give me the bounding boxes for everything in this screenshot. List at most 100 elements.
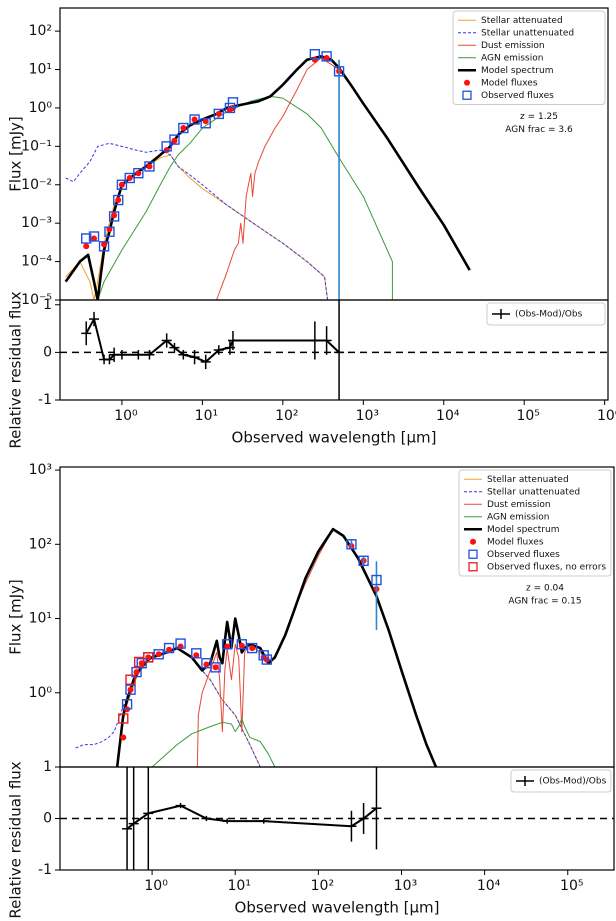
- legend-box: [452, 10, 606, 105]
- observed-point: [81, 233, 92, 244]
- model-point: [101, 241, 108, 248]
- observed-point: [133, 168, 144, 179]
- y-tick-label: 10⁻¹: [21, 138, 52, 154]
- observed-point: [224, 102, 236, 114]
- observed-point: [98, 241, 110, 252]
- observed-point: [191, 648, 202, 659]
- series-line: [93, 95, 393, 300]
- x-tick-label: 10¹: [195, 408, 218, 424]
- y-tick-label: 10²: [29, 536, 52, 552]
- legend-label: Model spectrum: [487, 525, 559, 535]
- x-axis-label: Observed wavelength [μm]: [235, 899, 440, 917]
- series-line: [64, 55, 471, 300]
- legend-label: Dust emission: [481, 41, 545, 51]
- axes-frame: [59, 299, 609, 401]
- y-tick-label: 10⁻³: [21, 215, 52, 231]
- y-tick-label: 10⁰: [29, 685, 53, 701]
- legend-swatch: [468, 549, 478, 559]
- observed-point: [118, 713, 129, 724]
- y-tick-label: 10⁻⁵: [21, 292, 52, 308]
- model-point: [127, 686, 134, 693]
- observed-point: [227, 97, 239, 108]
- axes-frame: [59, 766, 615, 871]
- observed-point: [175, 638, 186, 649]
- y-tick-label: -1: [38, 862, 52, 878]
- x-tick-label: 10⁴: [436, 408, 460, 424]
- x-tick-label: 10⁵: [560, 878, 583, 894]
- legend-label: Observed fluxes: [487, 550, 560, 560]
- x-tick-label: 10⁶: [597, 408, 616, 424]
- legend-label: Dust emission: [487, 500, 551, 510]
- legend-swatch: [462, 90, 472, 100]
- model-point: [111, 212, 118, 219]
- legend-label: Stellar unattenuated: [481, 28, 574, 38]
- residual-line: [126, 804, 378, 830]
- y-tick-label: 10⁻⁴: [21, 254, 52, 270]
- x-axis-label: Observed wavelength [μm]: [232, 429, 437, 447]
- plot-area: [64, 49, 471, 300]
- observed-point: [104, 226, 115, 237]
- legend-swatch: [464, 79, 470, 86]
- observed-point: [108, 211, 120, 222]
- legend-label: Model fluxes: [487, 537, 544, 547]
- series-line: [75, 647, 261, 767]
- x-tick-label: 10⁴: [477, 878, 501, 894]
- observed-point: [210, 662, 221, 673]
- model-point: [91, 235, 98, 242]
- observed-point: [113, 194, 124, 206]
- series-line: [151, 718, 276, 767]
- annotation: AGN frac = 0.15: [508, 597, 581, 607]
- observed-point: [169, 134, 180, 145]
- observed-point: [125, 684, 136, 695]
- observed-point: [371, 574, 382, 586]
- y-axis-label: Flux [mJy]: [7, 579, 25, 655]
- model-point: [203, 661, 210, 668]
- legend-label: Model spectrum: [481, 66, 553, 76]
- model-point: [120, 734, 127, 741]
- y-axis-label: Relative residual flux: [7, 761, 25, 918]
- observed-point: [116, 179, 128, 190]
- observed-point: [358, 555, 369, 566]
- model-point: [115, 197, 122, 204]
- observed-point: [236, 639, 248, 650]
- observed-point: [221, 639, 233, 650]
- y-tick-label: 10²: [29, 23, 52, 39]
- observed-point: [121, 699, 133, 710]
- plot-area: [75, 527, 438, 767]
- model-point: [133, 669, 140, 676]
- annotation: AGN frac = 3.6: [505, 125, 573, 135]
- y-tick-label: 1: [43, 297, 52, 313]
- y-tick-label: 10¹: [29, 62, 52, 78]
- observed-point: [321, 51, 332, 62]
- legend-label: Stellar attenuated: [487, 475, 569, 485]
- y-tick-label: -1: [38, 392, 52, 408]
- model-point: [171, 137, 178, 144]
- observed-point: [153, 649, 164, 660]
- legend-label: Observed fluxes: [481, 91, 554, 101]
- model-point: [202, 118, 209, 125]
- legend-label: Model fluxes: [481, 78, 538, 88]
- observed-point: [125, 674, 136, 685]
- legend-label: (Obs-Mod)/Obs: [539, 777, 607, 787]
- model-point: [155, 651, 162, 658]
- observed-point: [163, 642, 175, 654]
- model-point: [126, 175, 133, 182]
- y-tick-label: 10³: [29, 462, 52, 478]
- x-tick-label: 10²: [311, 878, 334, 894]
- x-tick-label: 10¹: [228, 878, 251, 894]
- model-point: [193, 652, 200, 659]
- legend-label: Stellar unattenuated: [487, 487, 580, 497]
- legend-label: (Obs-Mod)/Obs: [515, 310, 583, 320]
- plot-area: [60, 300, 608, 400]
- model-point: [224, 643, 231, 650]
- legend-box: [486, 302, 606, 326]
- y-axis-label: Flux [mJy]: [7, 116, 25, 192]
- legend-swatch: [470, 538, 476, 545]
- model-point: [323, 54, 330, 61]
- observed-point: [144, 161, 155, 172]
- observed-point: [247, 642, 258, 654]
- observed-point: [161, 141, 172, 152]
- annotation: z = 0.04: [526, 584, 564, 594]
